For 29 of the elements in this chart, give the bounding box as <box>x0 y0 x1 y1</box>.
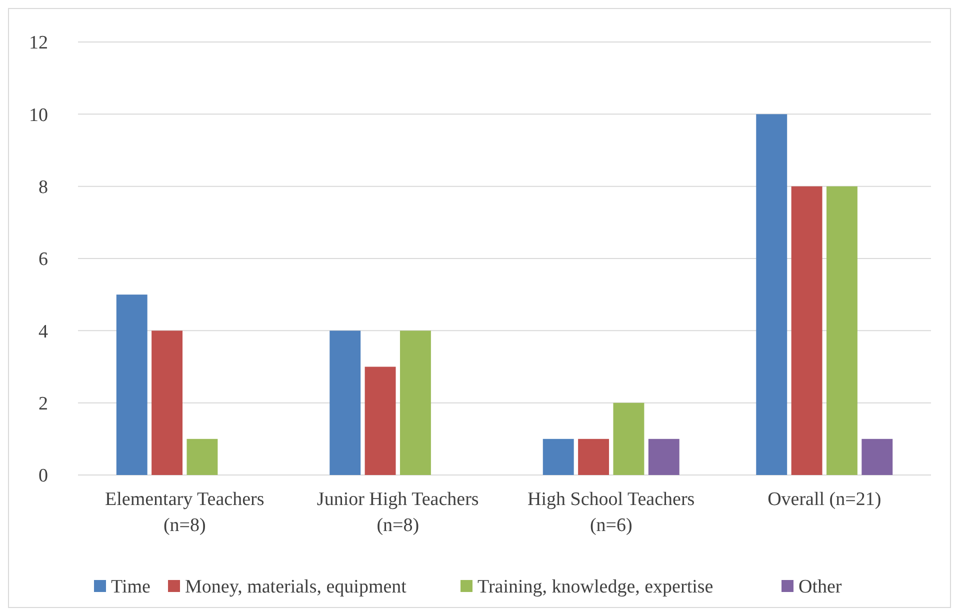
bar <box>791 186 822 475</box>
bar <box>756 114 788 475</box>
x-tick-label: High School Teachers (n=6) <box>528 489 695 536</box>
legend-label: Training, knowledge, expertise <box>478 576 714 598</box>
bar <box>578 438 610 475</box>
y-tick-label: 2 <box>38 393 48 414</box>
bar <box>542 438 574 475</box>
y-tick-label: 8 <box>38 176 48 198</box>
bar <box>364 366 396 475</box>
bar <box>862 438 893 475</box>
bar <box>186 438 218 475</box>
x-tick-label: Junior High Teachers (n=8) <box>316 489 479 536</box>
bar <box>116 294 148 475</box>
bar <box>152 330 183 475</box>
x-tick-label: Elementary Teachers (n=8) <box>105 489 264 536</box>
legend-label: Money, materials, equipment <box>185 576 408 598</box>
y-tick-label: 4 <box>38 321 48 342</box>
bar <box>400 330 431 475</box>
y-tick-label: 12 <box>29 32 48 54</box>
bar <box>330 330 361 475</box>
bar <box>826 186 858 475</box>
bar <box>613 402 644 475</box>
bar <box>648 438 680 475</box>
y-tick-label: 0 <box>38 466 48 487</box>
x-tick-label: Overall (n=21) <box>768 489 882 510</box>
y-tick-label: 10 <box>29 104 48 126</box>
legend-label: Other <box>798 576 842 598</box>
legend-label: Time <box>111 576 150 598</box>
y-tick-label: 6 <box>38 249 48 270</box>
